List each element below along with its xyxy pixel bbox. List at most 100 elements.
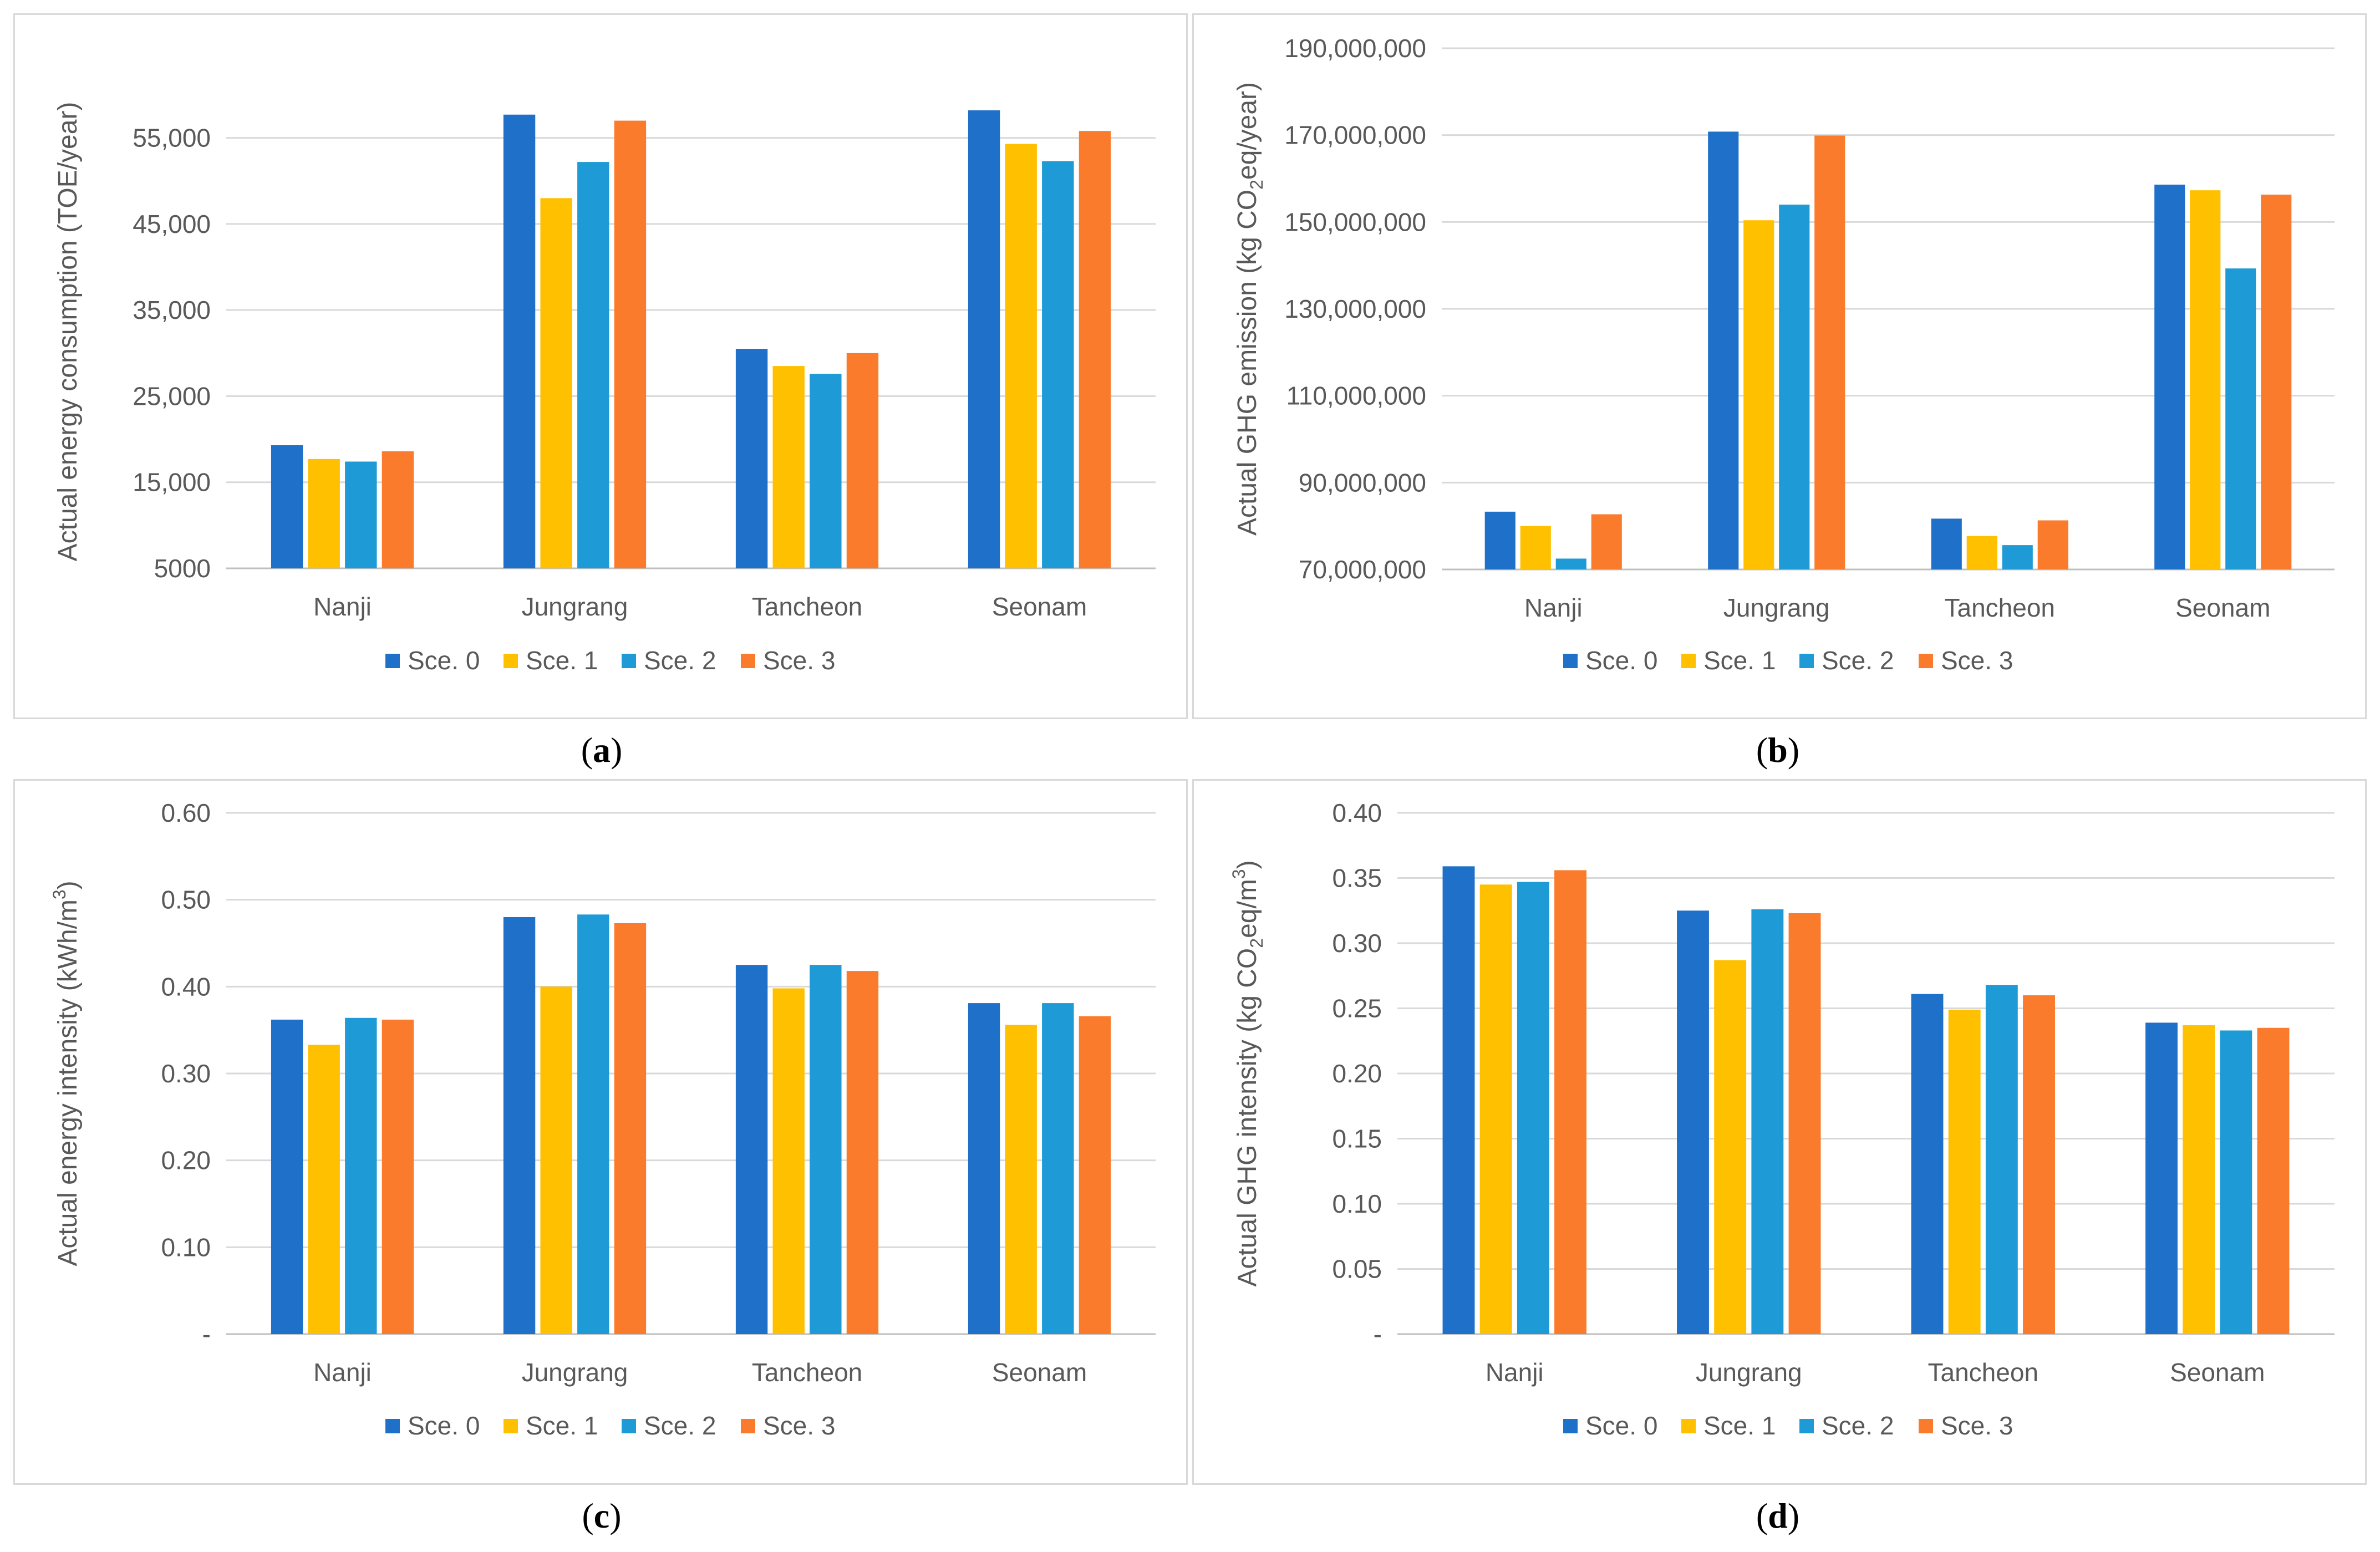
legend-swatch: [622, 654, 636, 668]
y-tick-label: 0.15: [1332, 1124, 1382, 1153]
legend-label: Sce. 3: [763, 1411, 835, 1440]
bar-c-seonam-sce1: [1005, 1025, 1037, 1334]
panel-d-caption: (d): [1756, 1496, 1800, 1535]
legend-label: Sce. 3: [1941, 646, 2013, 675]
bar-c-jungrang-sce1: [540, 986, 572, 1334]
y-axis-label-part: Actual energy intensity (kWh/m: [53, 899, 83, 1266]
bar-d-tancheon-sce3: [2023, 995, 2055, 1334]
bar-c-nanji-sce2: [345, 1017, 377, 1334]
bar-b-nanji-sce0: [1484, 511, 1516, 569]
chart-a: 5000 15,000 25,000 35,000 45,000 55,000 Actual…: [53, 102, 1156, 675]
category-label: Seonam: [2170, 1358, 2265, 1387]
bar-c-jungrang-sce2: [577, 914, 609, 1334]
category-label: Nanji: [313, 1358, 372, 1387]
panel-c-letter: c: [593, 1496, 610, 1535]
bar-b-seonam-sce3: [2261, 194, 2292, 569]
category-label: Jungrang: [522, 1358, 628, 1387]
legend-label: Sce. 1: [1703, 1411, 1776, 1440]
y-axis-label: Actual GHG intensity (kg CO2eq/m3): [1229, 860, 1267, 1286]
y-axis-label-part: Actual GHG intensity (kg CO: [1233, 948, 1262, 1287]
category-label: Tancheon: [1928, 1358, 2039, 1387]
bar-c-nanji-sce0: [271, 1019, 303, 1334]
y-tick-label: 15,000: [133, 468, 211, 497]
panel-b-letter: b: [1768, 730, 1788, 770]
category-label: Tancheon: [752, 1358, 863, 1387]
bar-d-tancheon-sce1: [1948, 1009, 1981, 1334]
legend-b: Sce. 0 Sce. 1 Sce. 2 Sce. 3: [1563, 646, 2013, 675]
y-tick-label: 70,000,000: [1299, 555, 1426, 584]
y-axis-label-part: 3: [1229, 869, 1249, 879]
bar-a-jungrang-sce2: [577, 162, 609, 568]
bar-a-tancheon-sce1: [772, 366, 805, 568]
bar-c-nanji-sce1: [308, 1045, 340, 1334]
y-axis-label-part: ): [53, 881, 83, 889]
y-tick-label: 0.30: [1332, 929, 1382, 958]
y-tick-label: 90,000,000: [1299, 468, 1426, 497]
bar-b-tancheon-sce3: [2037, 520, 2068, 569]
legend-swatch: [741, 1419, 755, 1433]
legend-swatch: [504, 654, 518, 668]
legend-label: Sce. 3: [1941, 1411, 2013, 1440]
y-axis-label-part: 2: [1247, 938, 1267, 948]
bar-a-tancheon-sce2: [810, 374, 842, 568]
bar-c-seonam-sce2: [1042, 1003, 1074, 1334]
bar-d-nanji-sce1: [1479, 884, 1512, 1334]
bar-b-nanji-sce2: [1555, 558, 1586, 569]
y-tick-label: 0.20: [1332, 1059, 1382, 1088]
legend-label: Sce. 0: [408, 646, 480, 675]
bar-c-jungrang-sce3: [614, 923, 647, 1334]
legend-label: Sce. 3: [763, 646, 835, 675]
chart-b: 70,000,000 90,000,000 110,000,000 130,000,0…: [1233, 34, 2335, 675]
bar-b-seonam-sce2: [2225, 268, 2256, 569]
bar-b-seonam-sce0: [2154, 184, 2185, 569]
chart-d: - 0.05 0.10 0.15 0.20 0.25 0.30 0.35 0.40 Actual …: [1229, 798, 2335, 1440]
bar-b-nanji-sce3: [1591, 514, 1622, 569]
legend-swatch: [1919, 654, 1933, 668]
y-tick-label: 0.30: [161, 1059, 211, 1088]
panel-a-letter: a: [593, 730, 611, 770]
bar-d-nanji-sce2: [1517, 882, 1549, 1334]
y-tick-label: -: [1374, 1320, 1382, 1349]
y-tick-label: 0.05: [1332, 1255, 1382, 1284]
bar-d-nanji-sce0: [1442, 866, 1475, 1334]
bar-a-nanji-sce3: [382, 451, 414, 568]
bar-a-seonam-sce3: [1079, 131, 1111, 568]
legend-swatch: [385, 654, 400, 668]
bar-a-jungrang-sce1: [540, 198, 572, 568]
y-tick-label: 110,000,000: [1286, 381, 1426, 410]
bar-c-tancheon-sce1: [772, 988, 805, 1334]
category-label: Jungrang: [1723, 593, 1830, 622]
legend-swatch: [1563, 654, 1578, 668]
bar-b-tancheon-sce0: [1931, 518, 1962, 569]
legend-label: Sce. 0: [408, 1411, 480, 1440]
bar-c-nanji-sce3: [382, 1019, 414, 1334]
bar-d-seonam-sce1: [2183, 1025, 2215, 1334]
bar-a-jungrang-sce0: [503, 114, 536, 569]
bar-d-jungrang-sce1: [1714, 960, 1747, 1334]
y-tick-label: 0.35: [1332, 864, 1382, 893]
bar-c-jungrang-sce0: [503, 917, 536, 1334]
panel-a-caption: (a): [581, 730, 623, 770]
legend-swatch: [1681, 1419, 1696, 1433]
bar-d-jungrang-sce2: [1751, 909, 1784, 1334]
bar-a-jungrang-sce3: [614, 120, 647, 569]
category-label: Jungrang: [1696, 1358, 1802, 1387]
y-tick-label: 0.50: [161, 886, 211, 914]
legend-label: Sce. 1: [1703, 646, 1776, 675]
legend-swatch: [622, 1419, 636, 1433]
y-tick-label: 0.10: [1332, 1189, 1382, 1218]
bar-a-nanji-sce1: [308, 459, 340, 568]
y-tick-label: 190,000,000: [1284, 34, 1426, 63]
bar-b-nanji-sce1: [1520, 526, 1551, 569]
category-label: Seonam: [2175, 593, 2270, 622]
legend-d: Sce. 0 Sce. 1 Sce. 2 Sce. 3: [1563, 1411, 2013, 1440]
bar-d-seonam-sce0: [2145, 1022, 2178, 1334]
bar-c-tancheon-sce0: [735, 965, 768, 1334]
bar-d-seonam-sce3: [2257, 1027, 2290, 1334]
bar-a-seonam-sce0: [968, 110, 1000, 568]
bar-d-jungrang-sce0: [1677, 910, 1709, 1334]
legend-label: Sce. 1: [526, 646, 598, 675]
category-label: Tancheon: [1945, 593, 2056, 622]
bar-b-tancheon-sce1: [1966, 536, 1997, 569]
y-tick-label: -: [202, 1320, 211, 1349]
